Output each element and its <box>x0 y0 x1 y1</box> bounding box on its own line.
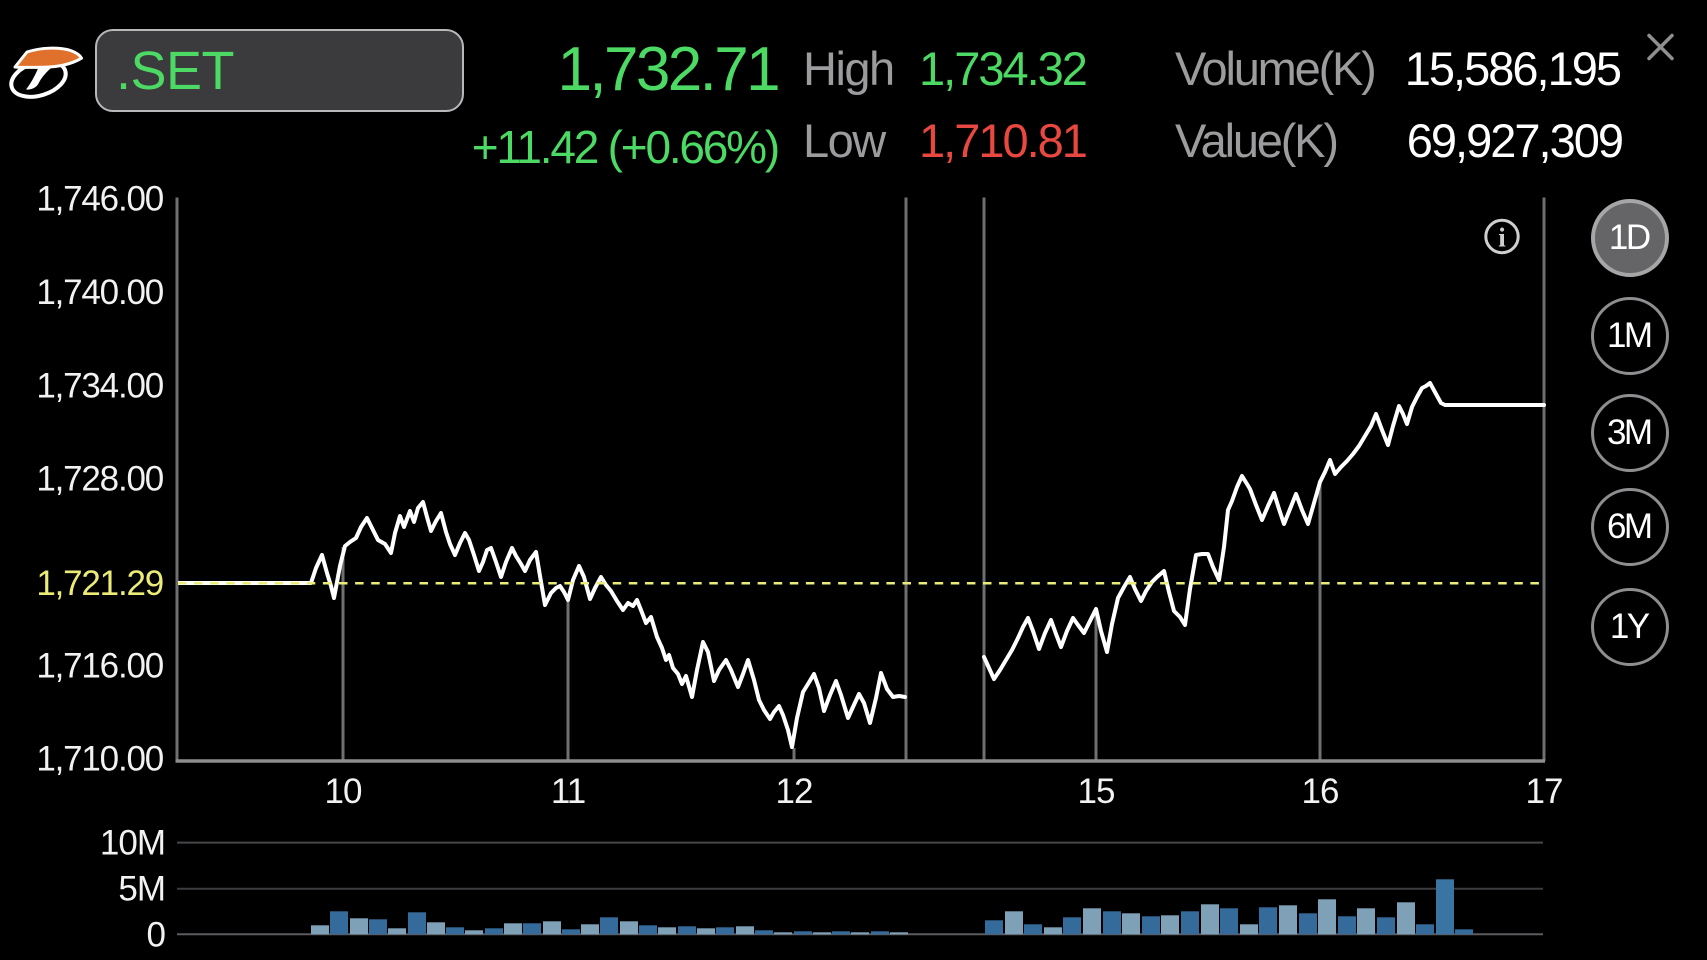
svg-text:10M: 10M <box>100 824 165 863</box>
svg-text:5M: 5M <box>118 870 165 909</box>
svg-text:1,710.00: 1,710.00 <box>36 740 163 779</box>
svg-text:1,716.00: 1,716.00 <box>36 646 163 685</box>
svg-text:15: 15 <box>1078 772 1115 811</box>
svg-text:i: i <box>1498 223 1506 253</box>
svg-text:1,740.00: 1,740.00 <box>36 273 163 312</box>
svg-text:17: 17 <box>1526 772 1563 811</box>
svg-text:16: 16 <box>1302 772 1339 811</box>
svg-text:1,746.00: 1,746.00 <box>36 180 163 219</box>
svg-text:1,721.29: 1,721.29 <box>36 564 163 603</box>
svg-text:0: 0 <box>147 915 166 954</box>
svg-text:10: 10 <box>325 772 362 811</box>
svg-text:1,728.00: 1,728.00 <box>36 460 163 499</box>
svg-text:12: 12 <box>776 772 813 811</box>
svg-text:11: 11 <box>551 772 585 811</box>
svg-text:1,734.00: 1,734.00 <box>36 366 163 405</box>
